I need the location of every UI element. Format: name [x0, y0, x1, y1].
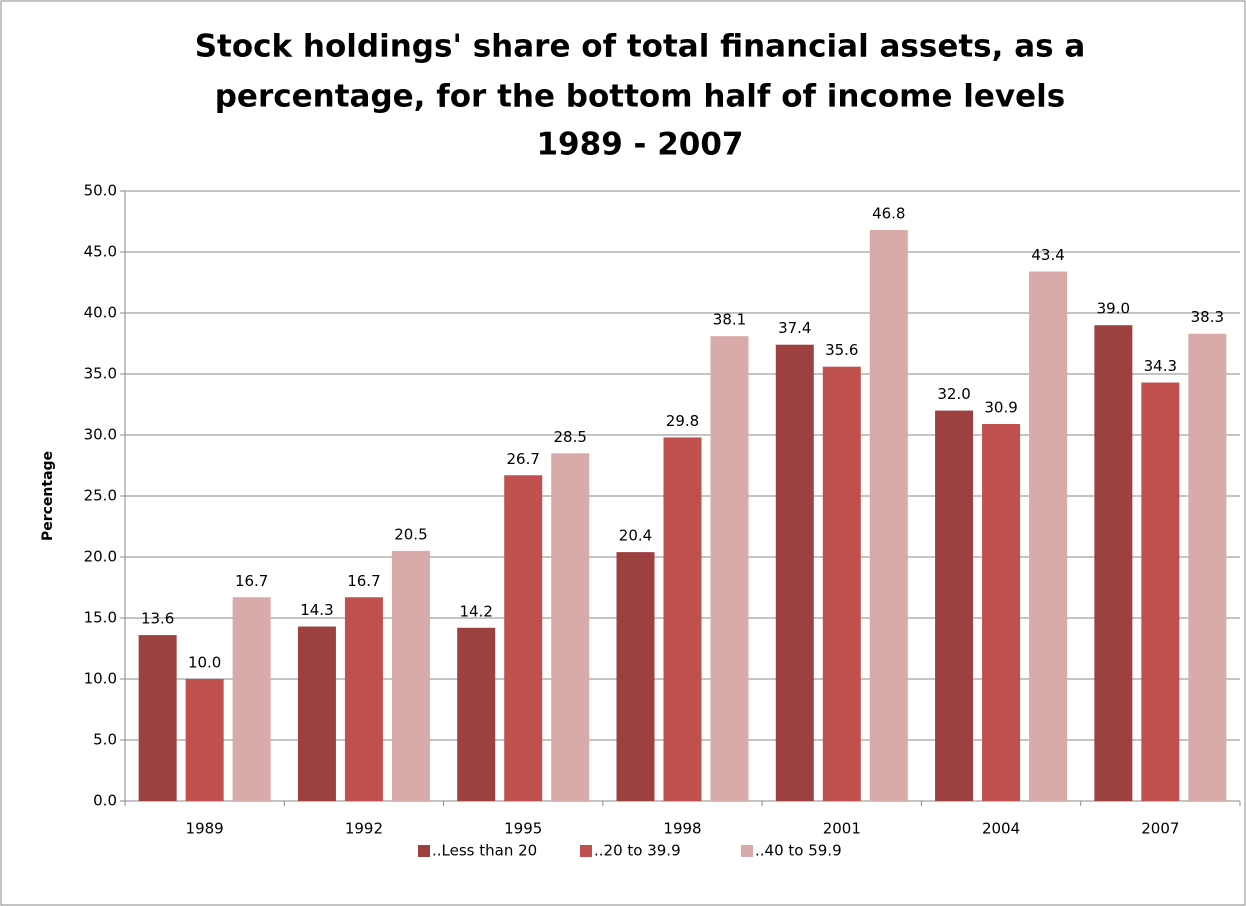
x-tick-label: 1998 [663, 820, 701, 838]
data-label: 32.0 [937, 385, 970, 403]
chart-title: Stock holdings' share of total financial… [195, 29, 1086, 65]
data-label: 14.3 [300, 601, 333, 619]
bar [775, 344, 814, 801]
bar [1141, 382, 1180, 801]
data-label: 43.4 [1031, 246, 1064, 264]
y-tick-label: 40.0 [84, 304, 117, 322]
bar [232, 597, 271, 801]
bar [457, 627, 496, 801]
y-tick-label: 35.0 [84, 365, 117, 383]
y-tick-label: 50.0 [84, 182, 117, 200]
bar [869, 230, 908, 802]
bar [185, 679, 224, 801]
legend-swatch [741, 845, 753, 857]
legend-label: ..Less than 20 [432, 842, 537, 860]
legend-swatch [418, 845, 430, 857]
bar [982, 424, 1021, 801]
bar [663, 437, 702, 801]
bar [551, 453, 590, 801]
legend-swatch [580, 845, 592, 857]
bar [391, 550, 430, 801]
data-label: 46.8 [872, 205, 905, 223]
y-axis-label: Percentage [40, 451, 56, 541]
y-tick-label: 45.0 [84, 243, 117, 261]
chart-title: percentage, for the bottom half of incom… [215, 79, 1066, 115]
data-label: 30.9 [984, 399, 1017, 417]
bar [822, 366, 861, 801]
bar [1188, 333, 1227, 801]
data-label: 38.1 [713, 311, 746, 329]
bar [138, 635, 177, 801]
bar [344, 597, 383, 801]
bar [297, 626, 336, 801]
data-label: 20.5 [394, 525, 427, 543]
y-tick-label: 30.0 [84, 426, 117, 444]
bar [1094, 325, 1133, 801]
data-label: 37.4 [778, 319, 811, 337]
x-tick-label: 2001 [823, 820, 861, 838]
legend-label: ..20 to 39.9 [594, 842, 681, 860]
x-tick-label: 2004 [982, 820, 1020, 838]
bar [616, 552, 655, 801]
x-tick-label: 2007 [1141, 820, 1179, 838]
data-label: 14.2 [460, 602, 493, 620]
data-label: 13.6 [141, 610, 174, 628]
y-tick-label: 25.0 [84, 487, 117, 505]
data-label: 26.7 [507, 450, 540, 468]
data-label: 35.6 [825, 341, 858, 359]
bar [504, 475, 543, 801]
data-label: 29.8 [666, 412, 699, 430]
y-tick-label: 20.0 [84, 548, 117, 566]
data-label: 28.5 [554, 428, 587, 446]
data-label: 10.0 [188, 654, 221, 672]
x-tick-label: 1989 [186, 820, 224, 838]
y-tick-label: 0.0 [93, 792, 117, 810]
bar [1029, 271, 1068, 801]
data-label: 39.0 [1097, 300, 1130, 318]
x-tick-label: 1992 [345, 820, 383, 838]
data-label: 16.7 [235, 572, 268, 590]
bar [935, 410, 974, 801]
data-label: 38.3 [1191, 308, 1224, 326]
y-tick-label: 5.0 [93, 731, 117, 749]
y-tick-label: 15.0 [84, 609, 117, 627]
x-tick-label: 1995 [504, 820, 542, 838]
data-label: 20.4 [619, 527, 652, 545]
bar [710, 336, 749, 801]
data-label: 16.7 [347, 572, 380, 590]
y-tick-label: 10.0 [84, 670, 117, 688]
legend-label: ..40 to 59.9 [755, 842, 842, 860]
data-label: 34.3 [1144, 357, 1177, 375]
chart-title: 1989 - 2007 [536, 127, 743, 163]
